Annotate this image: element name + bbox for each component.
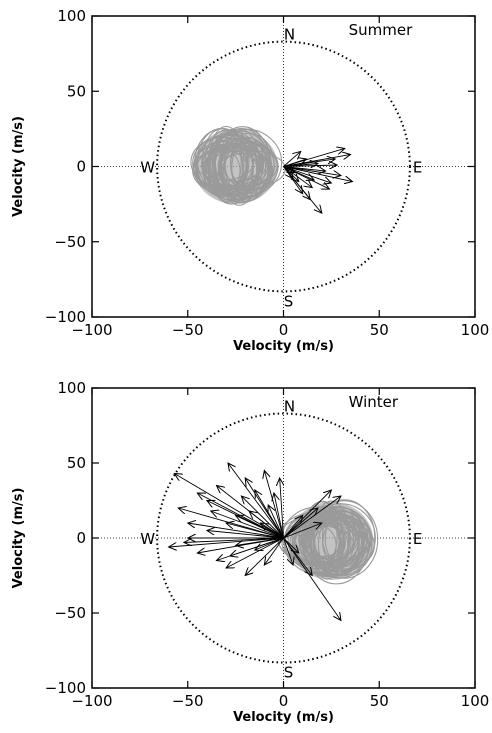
x-tick-label: 100	[461, 321, 490, 339]
velocity-vector	[228, 463, 284, 539]
compass-south-label: S	[284, 292, 294, 310]
y-tick-label: 0	[76, 529, 86, 547]
x-tick-label: −100	[71, 321, 112, 339]
cloud-ring	[190, 134, 267, 190]
cloud-ring	[231, 137, 269, 199]
x-axis-title: Velocity (m/s)	[233, 339, 334, 354]
panel-winter: −100 −50 0 50 100 −100 −50 0 50 100 N S E W Winte…	[11, 379, 489, 725]
x-tick-label: 50	[370, 692, 389, 710]
cloud-ring	[230, 140, 261, 189]
reference-circle	[156, 412, 411, 664]
velocity-vector	[184, 537, 284, 543]
cloud-ring	[213, 130, 249, 194]
cloud-ring	[322, 515, 367, 571]
cloud-ring	[192, 139, 267, 196]
velocity-vector	[283, 516, 303, 539]
cloud-ring	[313, 510, 368, 567]
axis-ticks: −100 −50 0 50 100 −100 −50 0 50 100	[45, 379, 490, 710]
velocity-vector	[264, 537, 284, 565]
velocity-vector	[211, 511, 284, 539]
y-tick-label: 0	[76, 158, 86, 176]
compass-east-label: E	[413, 530, 422, 548]
axis-ticks: −100 −50 0 50 100 −100 −50 0 50 100	[45, 7, 490, 339]
velocity-vector	[283, 523, 322, 539]
y-tick-label: −50	[54, 233, 86, 251]
x-tick-label: 0	[279, 692, 289, 710]
y-tick-label: −100	[45, 308, 86, 326]
reference-circle	[156, 40, 411, 293]
velocity-vector	[283, 159, 336, 167]
compass-north-label: N	[284, 26, 295, 44]
x-tick-label: 50	[370, 321, 389, 339]
velocity-vector	[283, 165, 338, 167]
chart-title: Summer	[349, 21, 413, 39]
velocity-vector	[268, 505, 284, 539]
velocity-vector	[280, 478, 284, 539]
y-tick-label: −50	[54, 604, 86, 622]
x-tick-label: −50	[172, 321, 204, 339]
velocity-vector	[283, 151, 301, 167]
y-tick-label: 50	[67, 454, 86, 472]
compass-west-label: W	[140, 530, 155, 548]
cloud-ring	[284, 521, 365, 565]
panel-summer: −100 −50 0 50 100 −100 −50 0 50 100 N S E W Summe…	[11, 7, 489, 354]
velocity-vector	[174, 474, 284, 539]
compass-west-label: W	[140, 159, 155, 177]
velocity-vector	[274, 493, 284, 539]
compass-south-label: S	[284, 664, 294, 682]
y-axis-title: Velocity (m/s)	[11, 488, 26, 589]
velocity-vector	[197, 493, 284, 539]
velocity-vector	[230, 537, 284, 556]
velocity-vectors	[283, 148, 353, 213]
cloud-ring	[302, 518, 370, 573]
cloud-ring	[208, 129, 254, 205]
cloud-ring	[317, 513, 360, 576]
x-tick-label: −50	[172, 692, 204, 710]
velocity-vector	[255, 490, 284, 539]
velocity-cloud	[190, 125, 286, 206]
velocity-vector	[283, 537, 294, 565]
velocity-vectors	[169, 463, 341, 621]
velocity-vector	[207, 531, 284, 539]
velocity-vector	[283, 159, 307, 167]
compass-east-label: E	[413, 159, 422, 177]
velocity-vector	[283, 166, 313, 188]
compass-north-label: N	[284, 398, 295, 416]
y-tick-label: −100	[45, 679, 86, 697]
velocity-cloud	[277, 499, 379, 585]
x-tick-label: 100	[461, 692, 490, 710]
x-tick-label: 0	[279, 321, 289, 339]
chart-title: Winter	[349, 393, 399, 411]
velocity-vector	[241, 496, 284, 539]
y-tick-label: 50	[67, 82, 86, 100]
y-axis-title: Velocity (m/s)	[11, 116, 26, 217]
x-axis-title: Velocity (m/s)	[233, 710, 334, 725]
velocity-vector	[236, 537, 284, 546]
x-tick-label: −100	[71, 692, 112, 710]
velocity-vector	[226, 523, 284, 539]
velocity-vector	[283, 537, 299, 553]
cloud-ring	[211, 133, 244, 203]
velocity-vector	[283, 537, 313, 576]
y-tick-label: 100	[57, 7, 86, 25]
velocity-vector	[188, 523, 284, 539]
velocity-vector	[283, 490, 332, 539]
velocity-vector	[226, 537, 284, 568]
velocity-vector	[283, 496, 341, 539]
velocity-vector	[255, 537, 284, 550]
y-tick-label: 100	[57, 379, 86, 397]
